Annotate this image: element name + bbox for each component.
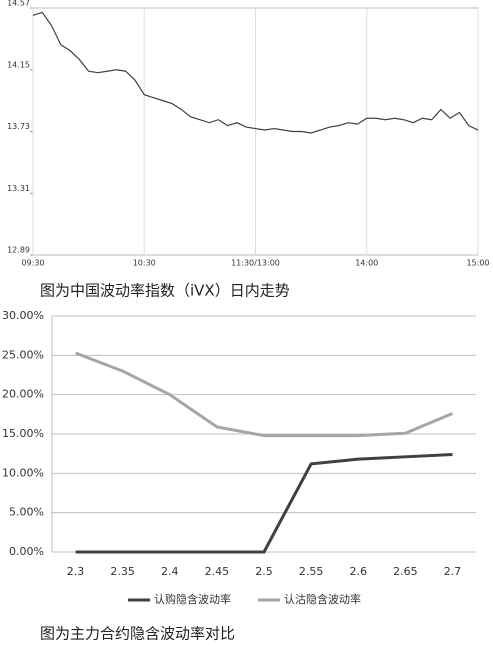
y-tick-label: 15.00% xyxy=(2,427,44,440)
x-tick-label: 2.6 xyxy=(349,565,367,578)
y-tick-label: 14.15 xyxy=(7,60,30,69)
line xyxy=(32,11,479,134)
x-tick-label: 2.3 xyxy=(67,565,85,578)
y-tick-label: 13.73 xyxy=(7,122,30,131)
y-tick-label: 20.00% xyxy=(2,388,44,401)
x-tick-label: 09:30 xyxy=(21,259,44,268)
y-tick-label: 5.00% xyxy=(9,506,44,519)
x-tick-label: 2.45 xyxy=(205,565,230,578)
x-tick-label: 2.5 xyxy=(255,565,273,578)
y-tick-label: 25.00% xyxy=(2,348,44,361)
x-tick-label: 2.55 xyxy=(299,565,324,578)
x-tick-label: 15:00 xyxy=(466,259,489,268)
x-tick-label: 2.65 xyxy=(393,565,418,578)
x-tick-label: 14:00 xyxy=(355,259,378,268)
legend-label: 认沽隐含波动率 xyxy=(284,592,361,606)
y-tick-label: 10.00% xyxy=(2,466,44,479)
chart-caption: 图为中国波动率指数（iVX）日内走势 xyxy=(40,282,290,300)
y-tick-label: 30.00% xyxy=(2,309,44,322)
x-tick-label: 2.4 xyxy=(161,565,179,578)
x-tick-label: 2.7 xyxy=(444,565,462,578)
line xyxy=(75,452,453,554)
legend-label: 认购隐含波动率 xyxy=(154,592,231,606)
y-tick-label: 0.00% xyxy=(9,545,44,558)
x-tick-label: 10:30 xyxy=(133,259,156,268)
x-tick-label: 11:30/13:00 xyxy=(231,259,280,268)
x-tick-label: 2.35 xyxy=(110,565,135,578)
y-tick-label: 13.31 xyxy=(7,184,30,193)
line xyxy=(75,351,454,438)
chart-caption: 图为主力合约隐含波动率对比 xyxy=(40,625,235,643)
y-tick-label: 14.57 xyxy=(7,0,30,8)
y-tick-label: 12.89 xyxy=(7,246,30,255)
